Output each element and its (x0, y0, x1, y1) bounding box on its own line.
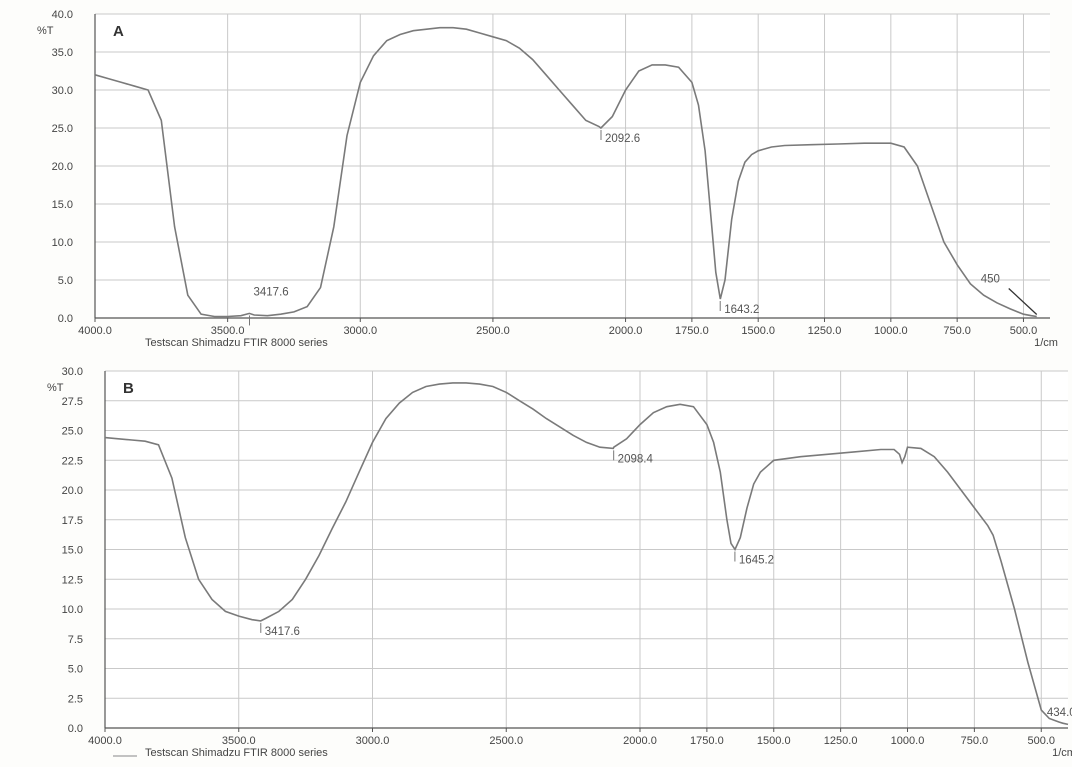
panel-a-x-tick-label-10: 500.0 (1010, 325, 1038, 337)
panel-b-y-tick-label-11: 27.5 (62, 396, 83, 408)
panel-b-y-tick-label-2: 5.0 (68, 664, 83, 676)
panel-a-x-tick-label-1: 3500.0 (211, 325, 245, 337)
panel-a-x-tick-label-0: 4000.0 (78, 325, 112, 337)
panel-a-annotation-0: 2092.6 (605, 133, 640, 145)
panel-b-x-label: 1/cm (1052, 747, 1072, 759)
panel-b-x-tick-label-4: 2000.0 (623, 735, 657, 747)
panel-b-x-tick-label-7: 1250.0 (824, 735, 858, 747)
panel-a-y-tick-label-1: 5.0 (58, 275, 73, 287)
panel-b-annotation-3: 434.0 (1047, 707, 1072, 719)
panel-a-annotation-2: 1643.2 (724, 304, 759, 316)
panel-a-x-tick-label-2: 3000.0 (343, 325, 377, 337)
panel-b-y-tick-label-7: 17.5 (62, 515, 83, 527)
panel-a-y-tick-label-6: 30.0 (52, 85, 73, 97)
panel-a-y-tick-label-0: 0.0 (58, 313, 73, 325)
panel-b-y-label: %T (47, 382, 64, 394)
panel-b-x-tick-label-1: 3500.0 (222, 735, 256, 747)
panel-a-spectrum-line (94, 26, 1037, 318)
panel-a-x-tick-label-7: 1250.0 (808, 325, 842, 337)
panel-b-x-tick-label-2: 3000.0 (356, 735, 390, 747)
panel-b-spectrum-line (104, 382, 1069, 726)
panel-a-x-tick-label-5: 1750.0 (675, 325, 709, 337)
panel-b-y-tick-label-9: 22.5 (62, 455, 83, 467)
panel-a-annotation-leader-3 (1008, 288, 1038, 315)
panel-a-x-tick-label-4: 2000.0 (609, 325, 643, 337)
panel-b-annotation-1: 3417.6 (265, 626, 300, 638)
panel-b-y-tick-label-12: 30.0 (62, 366, 83, 378)
panel-a-y-tick-label-8: 40.0 (52, 9, 73, 21)
panel-a-y-tick-label-3: 15.0 (52, 199, 73, 211)
panel-a-x-tick-label-6: 1500.0 (741, 325, 775, 337)
panel-b-annotation-2: 1645.2 (739, 555, 774, 567)
panel-a-y-tick-label-4: 20.0 (52, 161, 73, 173)
panel-b-x-tick-label-3: 2500.0 (489, 735, 523, 747)
panel-a-y-tick-label-2: 10.0 (52, 237, 73, 249)
panel-a-letter: A (113, 23, 124, 40)
panel-b-y-tick-label-8: 20.0 (62, 485, 83, 497)
panel-b-letter: B (123, 380, 134, 397)
chart-panel-b: 4000.0 3500.0 3000.0 2500.0 2000.0 1750.0 1500… (47, 366, 1072, 759)
panel-b-y-tick-label-10: 25.0 (62, 426, 83, 438)
panel-a-grid (94, 13, 1050, 319)
panel-b-y-tick-label-0: 0.0 (68, 723, 83, 735)
panel-b-footer: Testscan Shimadzu FTIR 8000 series (145, 747, 328, 759)
panel-b-y-tick-label-4: 10.0 (62, 604, 83, 616)
panel-a-annotation-1: 3417.6 (253, 286, 288, 298)
panel-a-footer: Testscan Shimadzu FTIR 8000 series (145, 337, 328, 349)
panel-a-x-tick-label-8: 1000.0 (874, 325, 908, 337)
panel-b-x-tick-label-0: 4000.0 (88, 735, 122, 747)
panel-b-x-tick-label-9: 750.0 (961, 735, 989, 747)
panel-a-x-label: 1/cm (1034, 337, 1058, 349)
panel-b-x-tick-label-8: 1000.0 (891, 735, 925, 747)
panel-b-x-tick-label-10: 500.0 (1027, 735, 1055, 747)
panel-a-x-tick-label-3: 2500.0 (476, 325, 510, 337)
panel-b-annotation-0: 2098.4 (618, 453, 654, 465)
panel-a-y-label: %T (37, 25, 54, 37)
panel-b-x-tick-label-6: 1500.0 (757, 735, 791, 747)
panel-a-y-tick-label-5: 25.0 (52, 123, 73, 135)
panel-a-x-tick-label-9: 750.0 (943, 325, 971, 337)
panel-b-x-tick-label-5: 1750.0 (690, 735, 724, 747)
panel-b-y-tick-label-5: 12.5 (62, 574, 83, 586)
panel-a-annotation-3: 450 (981, 273, 1000, 285)
chart-panel-a: 4000.0 3500.0 3000.0 2500.0 2000.0 1750.0 1500… (37, 9, 1058, 349)
panel-b-y-tick-label-1: 2.5 (68, 693, 83, 705)
panel-b-y-tick-label-3: 7.5 (68, 634, 83, 646)
panel-b-y-tick-label-6: 15.0 (62, 545, 83, 557)
panel-a-y-tick-label-7: 35.0 (52, 47, 73, 59)
